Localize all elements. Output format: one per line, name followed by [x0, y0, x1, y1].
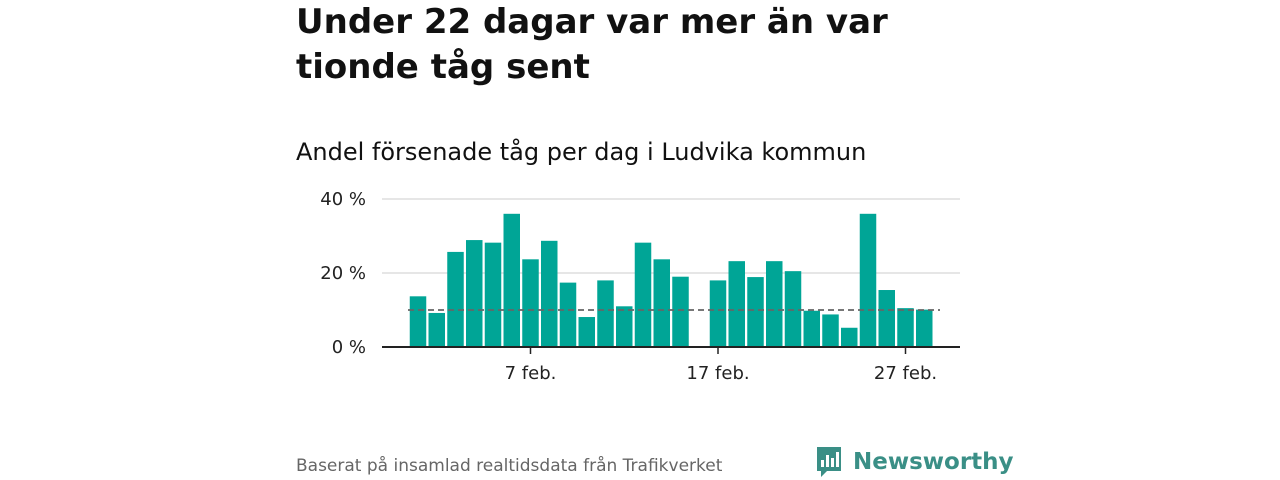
bar: [803, 310, 820, 347]
bar: [784, 271, 802, 347]
bar: [841, 327, 858, 347]
bar: [747, 277, 764, 347]
bar: [916, 309, 933, 347]
brand-logo[interactable]: Newsworthy: [815, 445, 1014, 479]
bar: [878, 290, 895, 347]
bar: [541, 240, 558, 347]
bar: [559, 282, 577, 347]
bars: [409, 213, 933, 347]
bar: [766, 261, 783, 347]
bar: [578, 317, 595, 347]
x-tick-label: 7 feb.: [505, 363, 557, 384]
bar: [466, 240, 483, 347]
bar: [522, 259, 539, 347]
chart-subtitle: Andel försenade tåg per dag i Ludvika ko…: [296, 138, 867, 166]
x-tick-label: 17 feb.: [686, 363, 749, 384]
bar: [503, 213, 520, 347]
y-tick-label: 40 %: [320, 189, 366, 210]
bar: [409, 296, 427, 347]
bar: [728, 261, 745, 347]
bar: [634, 242, 652, 347]
bar: [859, 213, 877, 347]
brand-name: Newsworthy: [853, 449, 1014, 475]
bar: [672, 276, 689, 347]
chart-title: Under 22 dagar var mer än var tionde tåg…: [296, 2, 888, 87]
bar: [447, 251, 464, 347]
bar: [709, 280, 727, 347]
source-note: Baserat på insamlad realtidsdata från Tr…: [296, 456, 723, 476]
bar: [597, 280, 614, 347]
bar: [428, 312, 445, 347]
newsworthy-logo-icon: [817, 447, 841, 477]
bar: [484, 242, 502, 347]
y-tick-label: 20 %: [320, 263, 366, 284]
x-tick-label: 27 feb.: [874, 363, 937, 384]
bar: [822, 314, 839, 347]
bar: [897, 308, 914, 347]
axes: 0 % 20 % 40 % 7 feb. 17 feb. 27 feb.: [320, 189, 960, 384]
bar: [616, 306, 633, 347]
y-tick-label: 0 %: [332, 337, 366, 358]
bar: [653, 259, 670, 347]
